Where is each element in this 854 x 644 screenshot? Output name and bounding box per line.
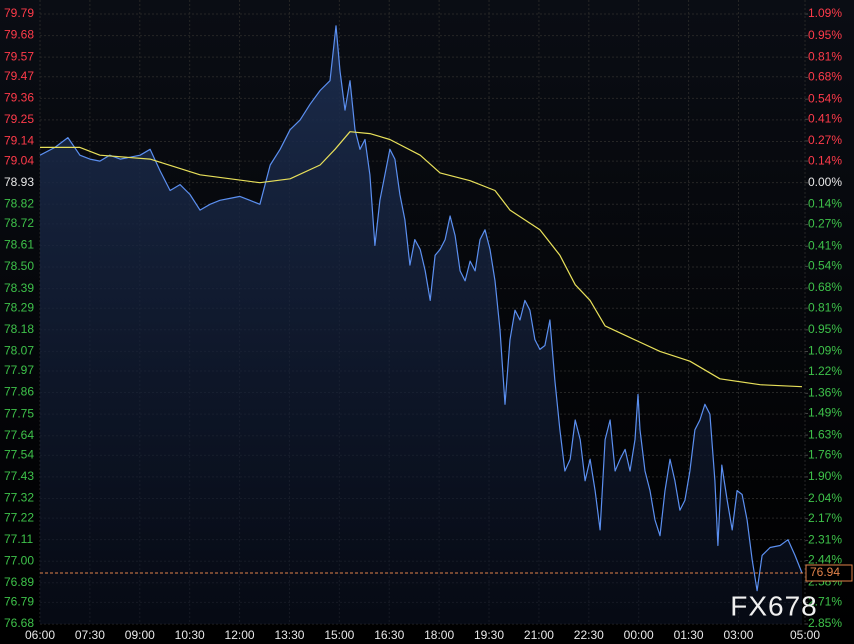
y-tick-label: 77.97: [4, 363, 34, 377]
y2-tick-label: 0.68%: [808, 280, 842, 294]
price-line: [39, 25, 803, 592]
y-tick-label: 78.07: [4, 344, 34, 358]
x-tick-label: 22:30: [574, 628, 604, 642]
y-tick-label: 79.79: [4, 6, 34, 20]
y2-tick-label: 1.36%: [808, 385, 842, 399]
y-tick-label: 79.68: [4, 28, 34, 42]
y-tick-label: 77.00: [4, 553, 34, 567]
x-tick-label: 12:00: [225, 628, 255, 642]
x-tick-label: 18:00: [424, 628, 454, 642]
y2-tick-label: 1.09%: [808, 344, 842, 358]
y2-tick-label: 2.71%: [808, 594, 842, 608]
y2-tick-label: 1.09%: [808, 6, 842, 20]
y2-tick-label: 0.95%: [808, 28, 842, 42]
x-tick-label: 06:00: [25, 628, 55, 642]
y2-tick-label: 0.54%: [808, 91, 842, 105]
x-tick-label: 13:30: [274, 628, 304, 642]
y-tick-label: 77.11: [4, 532, 33, 546]
y2-tick-label: 1.76%: [808, 447, 842, 461]
y2-tick-label: 0.14%: [808, 197, 842, 211]
y2-tick-label: 0.81%: [808, 300, 842, 314]
y2-tick-label: 2.17%: [808, 511, 842, 525]
y-tick-label: 78.18: [4, 322, 34, 336]
y-tick-label: 79.25: [4, 112, 34, 126]
y2-tick-label: 2.04%: [808, 491, 842, 505]
x-tick-label: 19:30: [474, 628, 504, 642]
x-tick-label: 09:00: [125, 628, 155, 642]
y2-tick-label: 1.49%: [808, 406, 842, 420]
y2-tick-label: 1.63%: [808, 427, 842, 441]
x-tick-label: 01:30: [674, 628, 704, 642]
y-tick-label: 76.79: [4, 595, 34, 609]
x-tick-label: 16:30: [374, 628, 404, 642]
y-tick-label: 79.36: [4, 91, 34, 105]
y-tick-label: 78.72: [4, 216, 34, 230]
y-tick-label: 78.39: [4, 281, 34, 295]
y2-tick-label: 0.81%: [808, 50, 842, 64]
y-tick-label: 79.04: [4, 153, 34, 167]
x-tick-label: 10:30: [175, 628, 205, 642]
y-tick-label: 78.29: [4, 300, 34, 314]
y2-tick-label: 0.54%: [808, 259, 842, 273]
price-area: [40, 25, 802, 625]
y2-tick-label: 0.95%: [808, 322, 842, 336]
y2-tick-label: 2.44%: [808, 553, 842, 567]
y-tick-label: 78.61: [4, 238, 34, 252]
y2-tick-label: 0.00%: [808, 175, 842, 189]
y-tick-label: 76.89: [4, 575, 34, 589]
y-tick-label: 76.68: [4, 616, 34, 630]
y2-tick-label: 2.31%: [808, 533, 842, 547]
y2-tick-label: 0.41%: [808, 238, 842, 252]
watermark: FX678: [730, 590, 818, 621]
y-tick-label: 77.32: [4, 491, 34, 505]
y2-tick-label: 0.27%: [808, 217, 842, 231]
y-tick-label: 77.54: [4, 447, 34, 461]
average-line: [40, 131, 803, 388]
current-price-label: 76.94: [810, 565, 840, 579]
y-tick-label: 78.50: [4, 259, 34, 273]
y2-tick-label: 2.85%: [808, 616, 842, 630]
y-tick-label: 78.82: [4, 196, 34, 210]
y-tick-label: 77.75: [4, 406, 34, 420]
x-tick-label: 07:30: [75, 628, 105, 642]
y-tick-label: 79.14: [4, 134, 34, 148]
y2-tick-label: 0.41%: [808, 111, 842, 125]
x-tick-label: 03:00: [723, 628, 753, 642]
x-tick-label: 15:00: [324, 628, 354, 642]
y2-tick-label: 1.90%: [808, 469, 842, 483]
y-tick-label: 77.43: [4, 469, 34, 483]
y2-tick-label: 1.22%: [808, 364, 842, 378]
x-tick-label: 00:00: [624, 628, 654, 642]
x-tick-label: 21:00: [524, 628, 554, 642]
y-tick-label: 77.22: [4, 510, 34, 524]
y2-tick-label: 0.27%: [808, 133, 842, 147]
y-tick-label: 77.64: [4, 428, 34, 442]
y-tick-label: 79.57: [4, 49, 34, 63]
y2-tick-label: 0.68%: [808, 70, 842, 84]
y-tick-label: 79.47: [4, 69, 34, 83]
y2-tick-label: 0.14%: [808, 153, 842, 167]
y-tick-label: 77.86: [4, 385, 34, 399]
current-price-box: [805, 564, 853, 582]
x-tick-label: 05:00: [790, 628, 820, 642]
y-tick-label: 78.93: [4, 175, 34, 189]
